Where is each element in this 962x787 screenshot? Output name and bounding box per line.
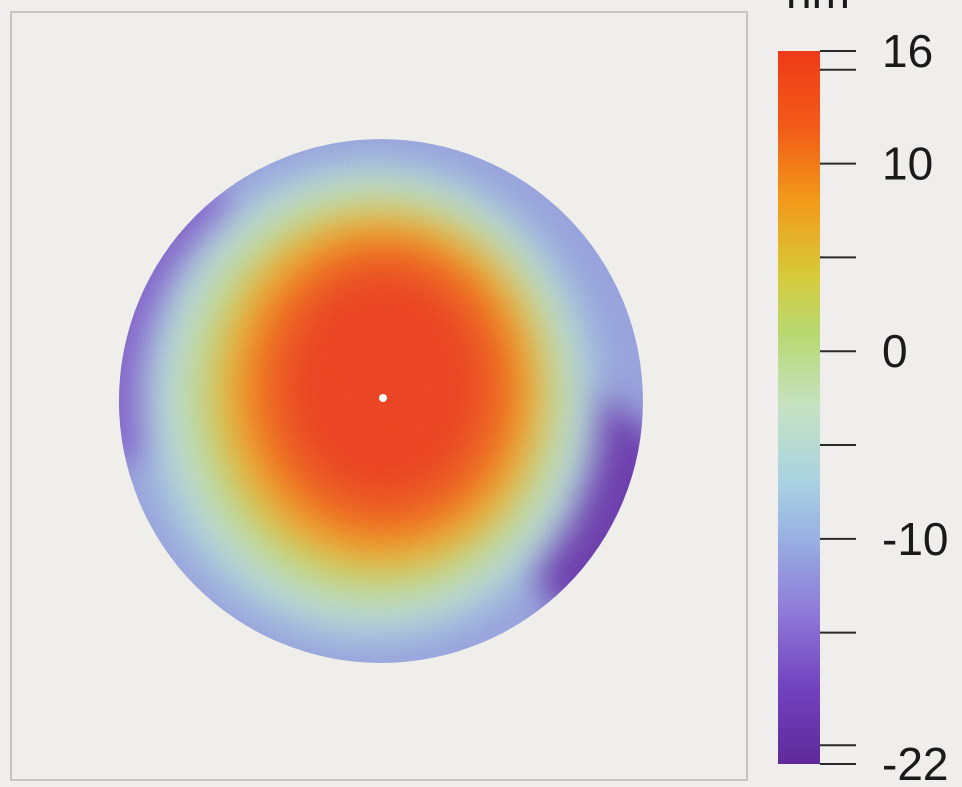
- colorbar-gradient: [778, 51, 820, 764]
- colorbar-tick-label: -10: [882, 513, 948, 565]
- colorbar-ticks: [820, 50, 856, 765]
- center-marker: [379, 394, 387, 402]
- colorbar-unit-label: nm: [786, 0, 850, 18]
- colorbar-tick-label: 16: [882, 25, 933, 77]
- colorbar-tick-label: -22: [882, 738, 948, 787]
- colorbar-tick-labels: 16 10 0 -10 -22: [882, 25, 948, 787]
- colorbar: nm 16 10 0 -10 -22: [778, 0, 948, 787]
- colorbar-tick-label: 0: [882, 325, 908, 377]
- colorbar-tick-label: 10: [882, 138, 933, 190]
